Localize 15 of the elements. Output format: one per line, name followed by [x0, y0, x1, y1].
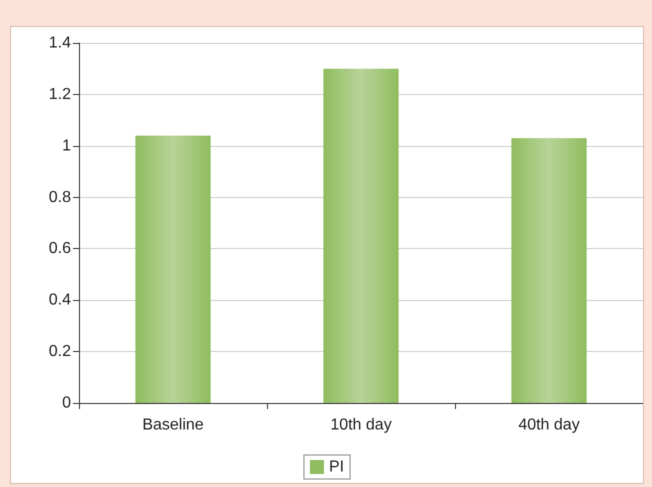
y-tick-label: 0.2 — [48, 343, 72, 360]
x-tick-label: 40th day — [518, 416, 580, 434]
bar — [323, 68, 399, 403]
y-tick-label: 1 — [62, 137, 72, 154]
x-tick-label: Baseline — [142, 416, 204, 434]
legend-label: PI — [328, 458, 344, 476]
y-tick-label: 0 — [62, 394, 72, 412]
y-tick-label: 0.8 — [48, 188, 72, 206]
y-tick-label: 1.2 — [48, 86, 72, 103]
y-tick-label: 0.4 — [48, 292, 72, 309]
x-tick-label: 10th day — [330, 416, 392, 434]
bar — [511, 138, 587, 403]
y-tick-label: 1.4 — [48, 34, 72, 52]
bar — [135, 136, 211, 403]
y-tick-label: 0.6 — [48, 240, 72, 258]
